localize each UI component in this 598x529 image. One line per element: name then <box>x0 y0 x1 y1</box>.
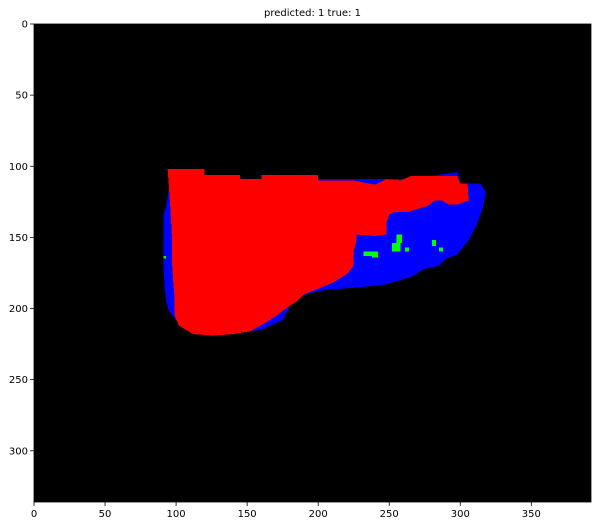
green-pixel-6 <box>431 240 437 246</box>
green-pixel-5 <box>372 251 378 258</box>
x-tick-label: 100 <box>167 509 186 520</box>
green-pixel-7 <box>438 247 444 252</box>
green-pixel-2 <box>392 243 401 252</box>
axes: 0 50 100 150 200 250 300 350 0 50 100 150 200 250 300 <box>9 20 592 520</box>
x-tick-label: 150 <box>238 509 257 520</box>
green-pixel-1 <box>396 234 403 244</box>
y-tick-label: 150 <box>9 233 28 244</box>
y-tick-label: 200 <box>9 304 28 315</box>
green-pixel-0 <box>163 255 167 259</box>
plot-area <box>34 24 591 502</box>
x-tick-label: 300 <box>451 509 470 520</box>
axes-frame <box>33 23 592 503</box>
x-tick-label: 350 <box>522 509 541 520</box>
x-tick-label: 50 <box>99 509 112 520</box>
region-red <box>167 169 469 336</box>
y-tick-label: 300 <box>9 446 28 457</box>
y-tick-label: 0 <box>22 20 28 31</box>
x-tick-label: 200 <box>309 509 328 520</box>
y-tick-label: 250 <box>9 375 28 386</box>
x-tick-label: 0 <box>31 509 37 520</box>
green-pixel-3 <box>404 247 410 252</box>
y-tick-label: 50 <box>15 91 28 102</box>
y-tick-label: 100 <box>9 162 28 173</box>
x-tick-label: 250 <box>380 509 399 520</box>
green-pixel-4 <box>363 251 373 256</box>
chart-title: predicted: 1 true: 1 <box>264 8 361 19</box>
